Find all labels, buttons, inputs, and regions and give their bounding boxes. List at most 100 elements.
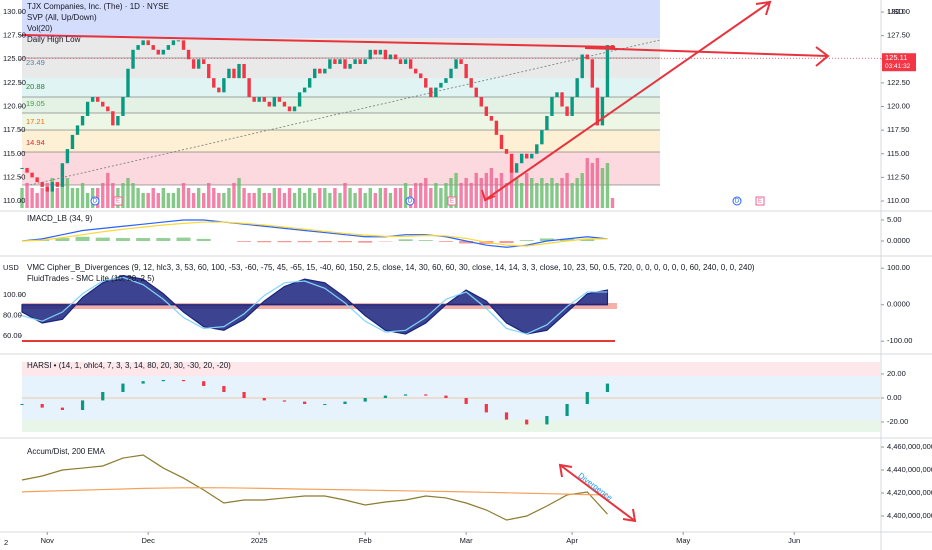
volume-bar <box>353 193 357 208</box>
volume-bar <box>560 178 564 208</box>
volume-bar <box>499 173 504 208</box>
volume-bar <box>55 188 60 208</box>
y-tick-label: 5.00 <box>887 215 902 224</box>
volume-bar <box>378 188 383 208</box>
y-tick-label: 115.00 <box>3 149 25 158</box>
volume-bar <box>338 193 342 208</box>
y-tick-label: 117.50 <box>3 125 25 134</box>
candle <box>605 383 610 392</box>
volume-bar <box>323 188 327 208</box>
volume-bar <box>257 188 261 208</box>
volume-bar <box>535 183 539 208</box>
y-tick-label: 127.50 <box>887 31 910 40</box>
candle <box>403 394 408 396</box>
legend: IMACD_LB (34, 9) <box>27 214 93 223</box>
candle <box>343 59 347 69</box>
candle <box>181 40 186 50</box>
candle <box>30 172 34 178</box>
x-tick-label: Jun <box>788 536 800 545</box>
volume-bar <box>444 183 448 208</box>
candle <box>358 59 362 64</box>
volume-bar <box>555 183 559 208</box>
candle <box>328 59 332 69</box>
histogram-bar <box>438 240 453 242</box>
y-tick-label: 130.00 <box>3 7 26 16</box>
volume-bar <box>40 188 44 208</box>
volume-bar <box>469 183 473 208</box>
volume-bar <box>449 178 453 208</box>
candle <box>424 78 428 88</box>
volume-bar <box>75 188 80 208</box>
volume-bar <box>403 183 408 208</box>
volume-bar <box>459 183 463 208</box>
series-line <box>21 219 608 248</box>
volume-bar <box>186 188 191 208</box>
marker-shape <box>447 196 457 206</box>
volume-bar <box>363 193 367 208</box>
candle <box>368 49 372 60</box>
volume-bar <box>413 183 418 208</box>
candle <box>50 182 54 192</box>
histogram-bar <box>499 240 514 244</box>
volume-bar <box>398 188 403 208</box>
candle <box>550 97 554 116</box>
candle <box>363 59 367 64</box>
candle <box>484 404 488 413</box>
legend: HARSI • (14, 1, ohlc4, 7, 3, 3, 14, 80, … <box>27 361 231 370</box>
candle <box>212 78 216 88</box>
candle <box>605 45 610 98</box>
histogram-bar <box>95 237 110 241</box>
candle <box>70 134 75 150</box>
candle <box>525 419 529 425</box>
candle <box>65 149 70 164</box>
level-label: 20.88 <box>26 82 45 91</box>
level-label: 17.21 <box>26 117 45 126</box>
candle <box>434 87 438 98</box>
volume-bar <box>106 173 110 208</box>
series-line <box>21 221 608 247</box>
candle <box>302 87 307 93</box>
candle <box>313 68 317 79</box>
histogram-bar <box>176 237 191 241</box>
volume-bar <box>237 178 241 208</box>
histogram-bar <box>75 236 90 241</box>
zone <box>22 97 660 113</box>
candle <box>166 45 171 50</box>
volume-bar <box>196 188 201 208</box>
candle <box>106 106 110 112</box>
y-tick-label: 112.50 <box>3 172 25 181</box>
volume-bar <box>60 183 65 208</box>
candle <box>444 395 448 399</box>
volume-bar <box>297 188 302 208</box>
candle <box>45 186 49 192</box>
candle <box>444 78 448 83</box>
volume-bar <box>101 183 105 208</box>
histogram-bar <box>459 240 474 244</box>
candle <box>151 45 155 50</box>
histogram-bar <box>55 238 70 241</box>
candle <box>565 404 569 417</box>
volume-bar <box>519 183 524 208</box>
volume-bar <box>262 193 266 208</box>
candle <box>383 395 387 399</box>
y-tick-label: 122.50 <box>3 78 26 87</box>
candle <box>595 87 600 126</box>
y-tick-label: 117.50 <box>887 125 909 134</box>
candle <box>303 401 307 405</box>
candle <box>373 49 377 55</box>
volume-bar <box>126 178 130 208</box>
volume-bar <box>545 183 549 208</box>
candle <box>272 97 277 107</box>
volume-bar <box>489 168 494 208</box>
marker-shape <box>732 196 742 206</box>
candle <box>247 78 251 98</box>
candle <box>525 153 529 159</box>
candle <box>464 63 468 79</box>
y-tick-label: 127.50 <box>3 31 26 40</box>
volume-bar <box>318 188 322 208</box>
volume-bar <box>222 193 226 208</box>
candle <box>514 163 519 173</box>
volume-bar <box>605 163 610 208</box>
